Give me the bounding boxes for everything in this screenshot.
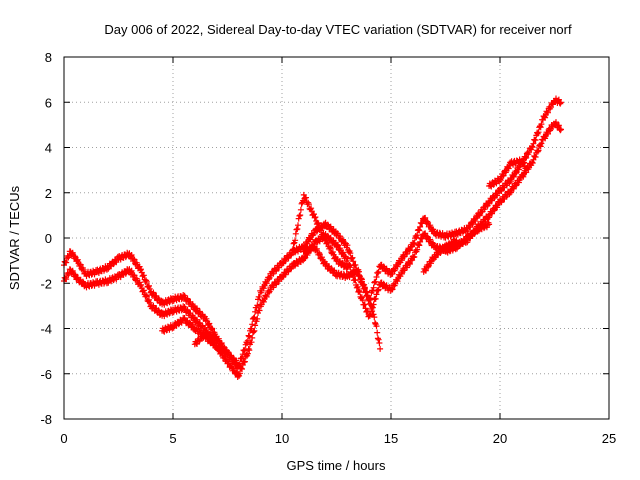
x-tick-label: 10 [275, 431, 289, 446]
series-arc-9 [442, 219, 493, 256]
y-tick-label: 2 [45, 186, 52, 201]
series-arc-6 [300, 242, 362, 281]
x-tick-label: 0 [60, 431, 67, 446]
point-markers [191, 329, 220, 348]
series-arc-5 [289, 191, 351, 272]
x-tick-label: 25 [602, 431, 616, 446]
y-tick-label: 0 [45, 231, 52, 246]
y-tick-label: -8 [40, 412, 52, 427]
series-arc-10 [486, 156, 530, 190]
point-markers [289, 191, 351, 272]
y-tick-label: -4 [40, 322, 52, 337]
series-arc-7 [355, 268, 384, 352]
series-arc-1 [61, 95, 564, 371]
point-markers [300, 242, 362, 281]
series-arc-8 [420, 236, 460, 275]
y-axis-label: SDTVAR / TECUs [7, 185, 22, 290]
point-markers [61, 95, 564, 371]
y-tick-label: 4 [45, 141, 52, 156]
series-arc-4 [191, 329, 220, 348]
y-tick-label: -2 [40, 276, 52, 291]
x-tick-label: 5 [169, 431, 176, 446]
y-tick-label: 8 [45, 50, 52, 65]
point-markers [355, 268, 384, 352]
x-tick-label: 15 [384, 431, 398, 446]
y-tick-label: 6 [45, 95, 52, 110]
point-markers [486, 156, 530, 190]
point-markers [442, 219, 493, 256]
x-tick-label: 20 [493, 431, 507, 446]
chart-title: Day 006 of 2022, Sidereal Day-to-day VTE… [104, 22, 572, 37]
point-markers [420, 236, 460, 275]
x-axis-label: GPS time / hours [287, 458, 386, 473]
axis-ticks: 0 5 10 15 20 25 -8 -6 -4 -2 0 2 4 6 8 [40, 50, 616, 446]
y-tick-label: -6 [40, 367, 52, 382]
